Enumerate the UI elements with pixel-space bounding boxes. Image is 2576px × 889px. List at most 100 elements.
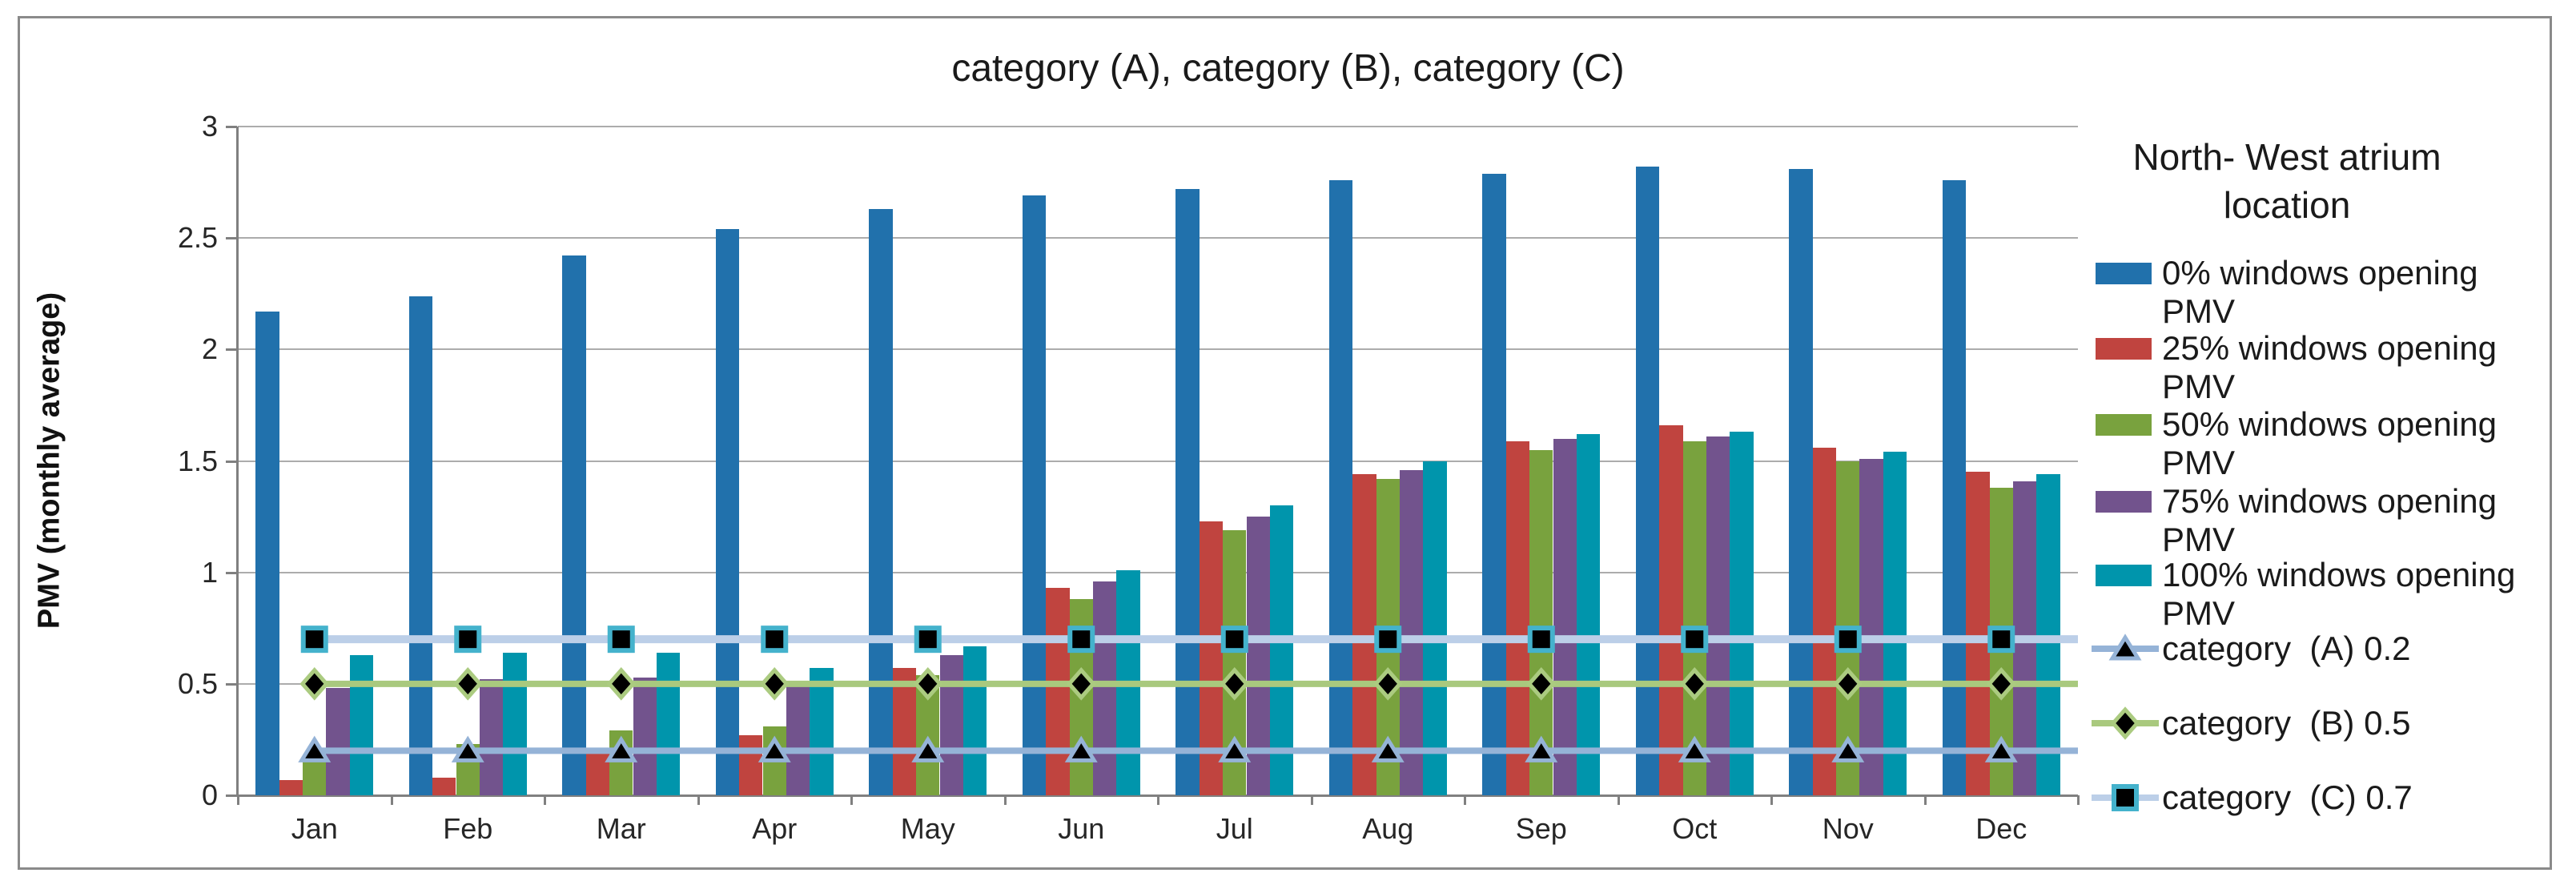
x-category-label: Mar	[596, 812, 646, 845]
x-category-label: Nov	[1822, 812, 1874, 845]
legend-swatch-series0	[2096, 263, 2152, 284]
bar-series0-Mar	[562, 255, 586, 795]
bar-series4-May	[962, 646, 987, 795]
diamond-marker-icon	[1833, 667, 1863, 701]
bar-series4-Feb	[503, 652, 527, 795]
bar-series3-May	[939, 654, 963, 795]
bar-series3-Jun	[1093, 581, 1117, 795]
bar-series3-Oct	[1706, 436, 1730, 795]
bar-series1-Jan	[279, 779, 303, 795]
bar-series3-Jan	[326, 688, 350, 795]
triangle-marker-icon	[451, 735, 484, 762]
x-category-label: Jul	[1216, 812, 1253, 845]
square-marker-icon	[607, 626, 635, 654]
x-axis-tick	[1770, 795, 1773, 805]
bar-series1-Aug	[1352, 474, 1376, 795]
legend-swatch-series4	[2096, 565, 2152, 586]
legend-title-line2: location	[2223, 184, 2351, 226]
bar-series3-Apr	[786, 686, 810, 795]
legend-marker-triangle	[2108, 634, 2142, 661]
x-axis-tick	[544, 795, 546, 805]
x-category-label: Oct	[1672, 812, 1718, 845]
bar-series0-Dec	[1942, 179, 1967, 795]
legend-label-series1: 25% windows opening PMV	[2162, 329, 2497, 405]
legend-label-series3: 75% windows opening PMV	[2162, 482, 2497, 558]
bar-series1-Sep	[1505, 440, 1530, 796]
legend-title-line1: North- West atrium	[2132, 136, 2441, 178]
legend-label-square: category (C) 0.7	[2162, 778, 2413, 816]
gridline	[238, 348, 2078, 351]
bar-series3-Mar	[633, 677, 657, 795]
bar-series1-Nov	[1812, 447, 1837, 795]
legend-title: North- West atrium location	[2087, 133, 2487, 229]
bar-series0-Apr	[715, 229, 740, 795]
square-marker-icon	[1681, 626, 1709, 654]
x-category-label: Apr	[752, 812, 798, 845]
bar-series4-Jan	[349, 654, 374, 795]
y-tick-label: 1.5	[177, 444, 218, 477]
diamond-marker-icon	[1986, 667, 2016, 701]
square-marker-icon	[761, 626, 789, 654]
bar-series4-Dec	[2036, 474, 2060, 795]
triangle-marker-icon	[1525, 735, 1558, 762]
y-tick-label: 2.5	[177, 221, 218, 255]
x-axis-tick	[2077, 795, 2080, 805]
y-axis-tick	[226, 348, 237, 352]
square-marker-icon	[454, 626, 482, 654]
square-marker-icon	[1067, 626, 1095, 654]
y-tick-label: 0.5	[177, 666, 218, 700]
y-tick-label: 1	[201, 555, 218, 589]
y-tick-label: 0	[201, 778, 218, 811]
y-axis-tick	[226, 237, 237, 240]
bar-series1-Oct	[1659, 425, 1683, 795]
x-axis-tick	[1464, 795, 1466, 805]
y-axis-tick	[226, 794, 237, 797]
diamond-marker-icon	[452, 667, 483, 701]
bar-series4-Aug	[1423, 461, 1447, 795]
triangle-marker-icon	[1371, 735, 1405, 762]
legend-swatch-series1	[2096, 338, 2152, 360]
diamond-marker-icon	[1220, 667, 1250, 701]
bar-series3-Feb	[480, 679, 504, 795]
bar-series0-Nov	[1789, 168, 1813, 795]
triangle-marker-icon	[298, 735, 332, 762]
bar-series1-Mar	[585, 753, 609, 795]
bar-series0-Jun	[1022, 195, 1047, 795]
diamond-marker-icon	[759, 667, 790, 701]
triangle-marker-icon	[1831, 735, 1865, 762]
bar-series0-Jul	[1175, 188, 1200, 795]
triangle-marker-icon	[758, 735, 791, 762]
x-axis-tick	[390, 795, 393, 805]
square-marker-icon	[2112, 784, 2139, 811]
gridline	[238, 237, 2078, 239]
square-marker-icon	[1220, 626, 1248, 654]
x-axis-tick	[1310, 795, 1313, 805]
x-axis-tick	[850, 795, 853, 805]
bar-series0-Feb	[408, 296, 433, 795]
x-category-label: Feb	[443, 812, 493, 845]
y-tick-label: 2	[201, 332, 218, 366]
bar-series4-Nov	[1883, 452, 1907, 795]
x-category-label: Sep	[1515, 812, 1567, 845]
diamond-marker-icon	[299, 667, 330, 701]
square-marker-icon	[914, 626, 942, 654]
x-category-label: Dec	[1975, 812, 2027, 845]
x-category-label: Aug	[1362, 812, 1414, 845]
x-axis-tick	[237, 795, 239, 805]
y-axis-line	[236, 127, 239, 795]
bar-series4-Sep	[1576, 434, 1601, 795]
gridline	[238, 126, 2078, 127]
bar-series1-May	[892, 668, 917, 795]
diamond-marker-icon	[606, 667, 637, 701]
x-category-label: Jan	[291, 812, 338, 845]
square-marker-icon	[1987, 626, 2015, 654]
square-marker-icon	[300, 626, 328, 654]
legend-label-diamond: category (B) 0.5	[2162, 704, 2411, 742]
bar-series0-Jan	[255, 312, 279, 795]
chart-title: category (A), category (B), category (C)	[951, 47, 1625, 90]
bar-series4-Mar	[656, 652, 681, 795]
triangle-marker-icon	[911, 735, 945, 762]
bar-series3-Aug	[1400, 469, 1424, 795]
